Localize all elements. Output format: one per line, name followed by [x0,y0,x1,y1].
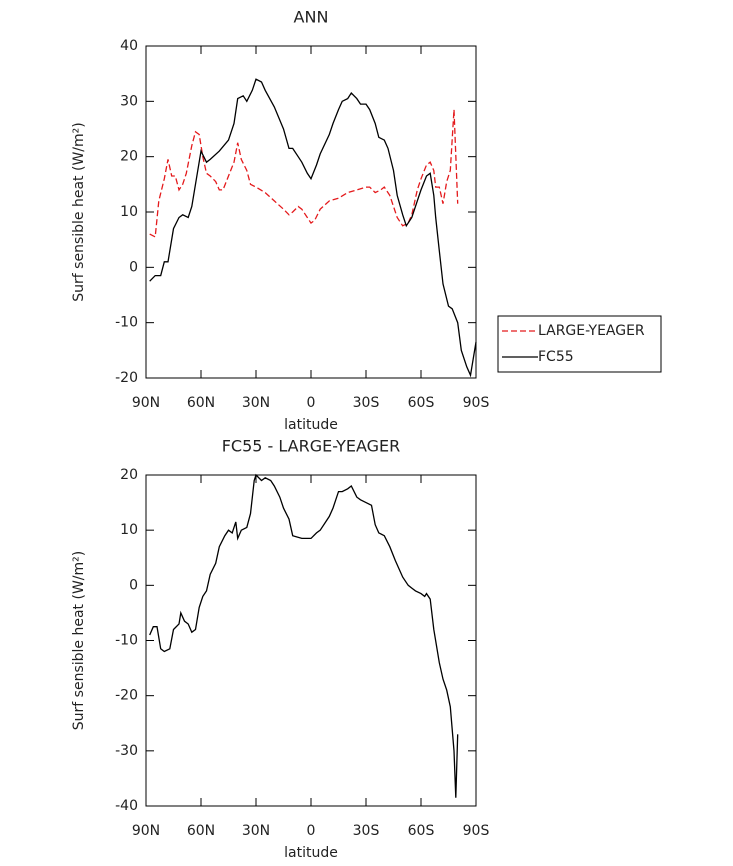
x-tick-label: 60N [187,823,215,839]
x-tick-label: 0 [307,823,316,839]
x-tick-label: 90S [463,823,490,839]
chart-title: ANN [294,8,329,27]
series-line [149,78,477,378]
x-tick-label: 60N [187,395,215,411]
y-axis-label: Surf sensible heat (W/m²) [71,551,87,730]
series-line [149,109,459,238]
plot-frame [145,474,477,807]
y-axis-label: Surf sensible heat (W/m²) [71,122,87,301]
y-tick-label: -30 [115,743,138,759]
y-tick-label: -20 [115,370,138,386]
y-tick-label: 30 [120,93,138,109]
x-tick-label: 30N [242,395,270,411]
y-tick-label: -20 [115,688,138,704]
legend-label: LARGE-YEAGER [538,323,645,339]
y-tick-label: 0 [129,577,138,593]
x-tick-label: 90N [132,823,160,839]
y-tick-label: 20 [120,149,138,165]
x-tick-label: 30S [353,395,380,411]
y-tick-label: -40 [115,798,138,814]
y-tick-label: 10 [120,204,138,220]
x-axis-label: latitude [284,417,338,433]
x-tick-label: 90S [463,395,490,411]
x-tick-label: 0 [307,395,316,411]
x-tick-label: 60S [408,823,435,839]
y-tick-label: 40 [120,38,138,54]
chart-title: FC55 - LARGE-YEAGER [222,437,401,456]
x-axis-label: latitude [284,845,338,861]
y-tick-label: 20 [120,467,138,483]
plot-frame [145,45,477,379]
x-tick-label: 90N [132,395,160,411]
legend-box [497,315,662,373]
series-line [149,473,459,798]
y-tick-label: -10 [115,315,138,331]
x-tick-label: 30N [242,823,270,839]
x-tick-label: 60S [408,395,435,411]
legend-label: FC55 [538,349,574,365]
y-tick-label: 0 [129,259,138,275]
y-tick-label: 10 [120,522,138,538]
x-tick-label: 30S [353,823,380,839]
y-tick-label: -10 [115,633,138,649]
